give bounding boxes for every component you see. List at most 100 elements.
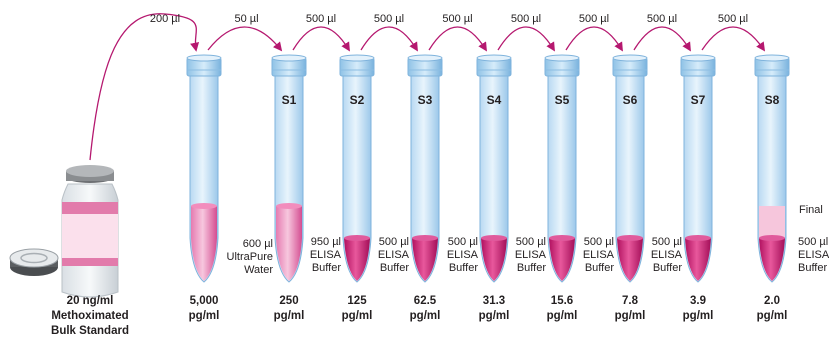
diluent-line: UltraPure — [227, 251, 273, 263]
tube-liquid — [549, 238, 575, 281]
transfer-arrow — [701, 26, 766, 52]
diluent-line: Buffer — [312, 262, 341, 274]
tube-concentration-unit: pg/ml — [274, 310, 305, 322]
tube-label: S1 — [282, 93, 297, 107]
tube-body — [342, 75, 372, 283]
diluent-line: 500 µl — [379, 236, 409, 248]
tube-concentration-value: 250 — [279, 295, 298, 307]
diluent-line: Water — [244, 264, 273, 276]
transfer-volume-labels: 200 µl 50 µl 500 µl 500 µl 500 µl 500 µl 500 µ… — [150, 13, 748, 25]
tube-body — [615, 75, 645, 283]
tube-concentration-unit: pg/ml — [410, 310, 441, 322]
liquid-surface — [412, 235, 438, 241]
tube-concentration-value: 7.8 — [622, 295, 639, 307]
tube-concentration-value: 5,000 — [190, 295, 219, 307]
transfer-arrows — [89, 13, 766, 161]
tube-label: S4 — [487, 93, 502, 107]
tube-liquid — [759, 238, 785, 281]
final-volume-liquid — [759, 206, 785, 238]
diluent-line: 600 µl — [243, 238, 273, 250]
liquid-surface — [685, 235, 711, 241]
tube-label: S2 — [350, 93, 365, 107]
tube-concentration-unit: pg/ml — [547, 310, 578, 322]
source-name-line1: Methoximated — [51, 310, 128, 322]
tube-concentration-unit: pg/ml — [479, 310, 510, 322]
diluent-line: 500 µl — [516, 236, 546, 248]
liquid-surface — [617, 235, 643, 241]
tube-label: S5 — [555, 93, 570, 107]
tube-liquid — [412, 238, 438, 281]
liquid-surface — [344, 235, 370, 241]
diluent-line: ELISA — [378, 249, 410, 261]
diluent-line: 500 µl — [584, 236, 614, 248]
tube-concentration-value: 15.6 — [551, 295, 573, 307]
bulk-standard-vial — [9, 165, 119, 298]
tube-liquid — [617, 238, 643, 281]
tube-concentration-value: 31.3 — [483, 295, 505, 307]
diluent-line: 500 µl — [798, 236, 828, 248]
tube-label: S7 — [691, 93, 706, 107]
diluent-line: Buffer — [380, 262, 409, 274]
transfer-arrow — [497, 26, 555, 52]
transfer-volume: 500 µl — [718, 13, 748, 25]
tube-concentration-unit: pg/ml — [757, 310, 788, 322]
diluent-line: Buffer — [798, 262, 827, 274]
diluent-line: ELISA — [651, 249, 683, 261]
diluent-line: ELISA — [447, 249, 479, 261]
liquid-surface — [276, 203, 302, 209]
transfer-volume: 500 µl — [442, 13, 472, 25]
transfer-arrow — [292, 26, 350, 52]
final-label: Final — [799, 204, 823, 216]
liquid-surface — [759, 235, 785, 241]
tube-label: S3 — [418, 93, 433, 107]
liquid-surface — [549, 235, 575, 241]
diluent-line: ELISA — [515, 249, 547, 261]
source-name-line2: Bulk Standard — [51, 325, 129, 337]
tube-liquid — [685, 238, 711, 281]
diluent-line: Buffer — [449, 262, 478, 274]
diluent-line: 500 µl — [448, 236, 478, 248]
transfer-volume: 500 µl — [647, 13, 677, 25]
tube-concentration-unit: pg/ml — [342, 310, 373, 322]
tube-concentration-value: 125 — [347, 295, 367, 307]
tube-body — [410, 75, 440, 283]
tube-liquid — [481, 238, 507, 281]
tube-liquid — [276, 206, 302, 281]
tube-body — [479, 75, 509, 283]
diluent-line: Buffer — [585, 262, 614, 274]
diluent-line: ELISA — [798, 249, 829, 261]
diluent-line: Buffer — [517, 262, 546, 274]
diluent-line: Buffer — [653, 262, 682, 274]
tube-label: S8 — [765, 93, 780, 107]
liquid-surface — [481, 235, 507, 241]
transfer-arrow — [633, 26, 691, 52]
diluent-line: ELISA — [583, 249, 615, 261]
transfer-arrow — [207, 26, 283, 52]
liquid-surface — [191, 203, 217, 209]
transfer-volume: 500 µl — [306, 13, 336, 25]
tube-concentration-unit: pg/ml — [615, 310, 646, 322]
tube-concentration-value: 3.9 — [690, 295, 706, 307]
tube-concentration-unit: pg/ml — [189, 310, 220, 322]
transfer-arrow — [360, 26, 418, 52]
tube-liquid — [344, 238, 370, 281]
transfer-volume: 200 µl — [150, 13, 180, 25]
tube-stock: 5,000 pg/ml — [186, 54, 222, 322]
transfer-arrow — [565, 26, 623, 52]
transfer-volume: 500 µl — [511, 13, 541, 25]
tube-label: S6 — [623, 93, 638, 107]
diluent-line: 950 µl — [311, 236, 341, 248]
diluent-line: ELISA — [310, 249, 342, 261]
source-concentration: 20 ng/ml — [67, 295, 114, 307]
transfer-volume: 500 µl — [579, 13, 609, 25]
vial-cap-icon — [9, 248, 59, 276]
tube-concentration-unit: pg/ml — [683, 310, 714, 322]
diluent-line: 500 µl — [652, 236, 682, 248]
